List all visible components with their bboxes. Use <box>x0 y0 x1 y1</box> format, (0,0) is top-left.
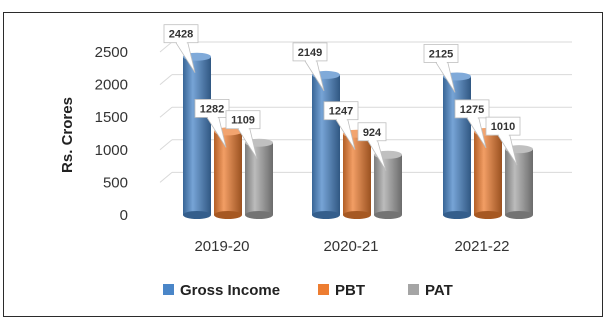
gridline-diag <box>159 74 173 85</box>
data-label-joint <box>176 41 187 44</box>
legend-swatch <box>163 284 174 295</box>
y-tick-label: 2000 <box>95 77 128 94</box>
bar[interactable] <box>183 56 211 216</box>
bar-base <box>214 211 242 219</box>
gridline-diag <box>159 41 173 53</box>
data-label-joint <box>467 116 478 119</box>
legend-swatch <box>318 284 329 295</box>
bar[interactable] <box>474 131 502 215</box>
bar[interactable] <box>443 76 471 215</box>
x-tick-label: 2019-20 <box>194 238 249 255</box>
legend-swatch <box>408 284 419 295</box>
data-label-joint <box>498 134 509 137</box>
data-label-joint <box>207 116 218 119</box>
bar[interactable] <box>214 131 242 215</box>
data-label: 2428 <box>169 29 193 41</box>
data-label: 1010 <box>491 121 515 133</box>
legend-label: PBT <box>335 282 365 299</box>
legend-label: Gross Income <box>180 282 280 299</box>
data-label-joint <box>368 139 377 142</box>
data-label: 1247 <box>329 106 353 118</box>
data-label-joint <box>238 127 249 130</box>
bar[interactable] <box>245 142 273 215</box>
bar-base <box>474 211 502 219</box>
bar-base <box>245 211 273 219</box>
x-tick-label: 2020-21 <box>323 238 378 255</box>
data-label: 1282 <box>200 103 224 115</box>
data-label-joint <box>436 61 447 64</box>
bar[interactable] <box>505 149 533 215</box>
bar-base <box>374 211 402 219</box>
data-label: 1109 <box>231 115 255 127</box>
data-label: 2149 <box>298 47 322 59</box>
bar-base <box>312 211 340 219</box>
y-tick-label: 2500 <box>95 44 128 61</box>
y-tick-label: 0 <box>120 207 128 224</box>
y-tick-label: 500 <box>103 174 128 191</box>
bar[interactable] <box>343 133 371 215</box>
bar-base <box>505 211 533 219</box>
data-label-joint <box>336 118 347 121</box>
bar-base <box>183 211 211 219</box>
chart-frame <box>3 12 603 317</box>
y-axis-label: Rs. Crores <box>59 97 76 173</box>
gridline-diag <box>159 139 173 151</box>
y-tick-label: 1500 <box>95 109 128 126</box>
legend-label: PAT <box>425 282 453 299</box>
bar[interactable] <box>312 74 340 216</box>
data-label: 2125 <box>429 48 453 60</box>
data-label-joint <box>305 59 316 62</box>
y-tick-label: 1000 <box>95 142 128 159</box>
gridline-diag <box>159 172 173 183</box>
bar[interactable] <box>374 154 402 215</box>
bar-base <box>343 211 371 219</box>
data-label: 924 <box>363 127 382 139</box>
x-tick-label: 2021-22 <box>454 238 509 255</box>
data-label: 1275 <box>460 104 484 116</box>
gridline-diag <box>159 106 173 118</box>
bar-base <box>443 211 471 219</box>
